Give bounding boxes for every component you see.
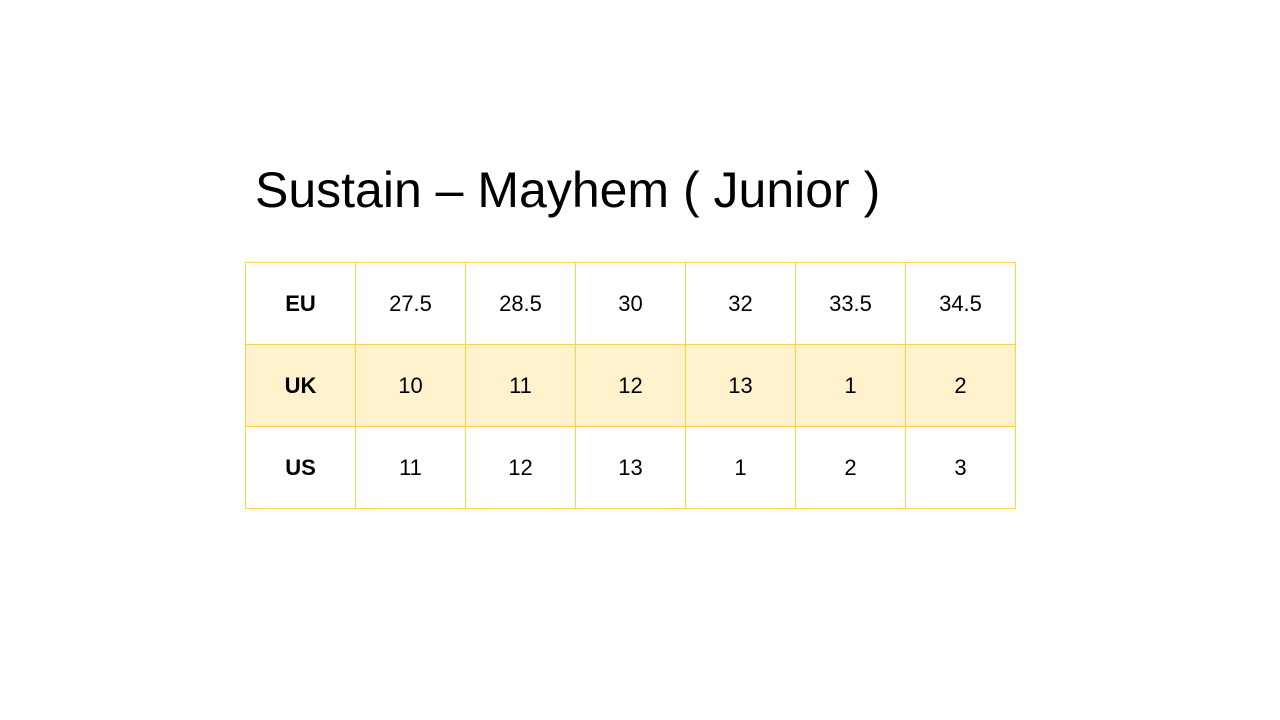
- table-cell: 30: [575, 262, 686, 345]
- table-row-eu: EU 27.5 28.5 30 32 33.5 34.5: [245, 262, 1016, 345]
- table-cell: 1: [685, 426, 796, 509]
- table-cell: 12: [575, 344, 686, 427]
- table-cell: 13: [685, 344, 796, 427]
- row-header: EU: [245, 262, 356, 345]
- table-row-uk: UK 10 11 12 13 1 2: [245, 344, 1016, 427]
- table-cell: 27.5: [355, 262, 466, 345]
- table-cell: 11: [465, 344, 576, 427]
- table-cell: 10: [355, 344, 466, 427]
- table-cell: 34.5: [905, 262, 1016, 345]
- size-chart-table: EU 27.5 28.5 30 32 33.5 34.5 UK 10 11 12…: [245, 262, 1016, 509]
- table-cell: 12: [465, 426, 576, 509]
- table-cell: 3: [905, 426, 1016, 509]
- table-cell: 11: [355, 426, 466, 509]
- table-cell: 2: [905, 344, 1016, 427]
- table-cell: 13: [575, 426, 686, 509]
- table-cell: 33.5: [795, 262, 906, 345]
- table-cell: 2: [795, 426, 906, 509]
- table-cell: 1: [795, 344, 906, 427]
- table-cell: 32: [685, 262, 796, 345]
- row-header: UK: [245, 344, 356, 427]
- table-row-us: US 11 12 13 1 2 3: [245, 426, 1016, 509]
- slide-title: Sustain – Mayhem ( Junior ): [255, 162, 881, 218]
- row-header: US: [245, 426, 356, 509]
- table-cell: 28.5: [465, 262, 576, 345]
